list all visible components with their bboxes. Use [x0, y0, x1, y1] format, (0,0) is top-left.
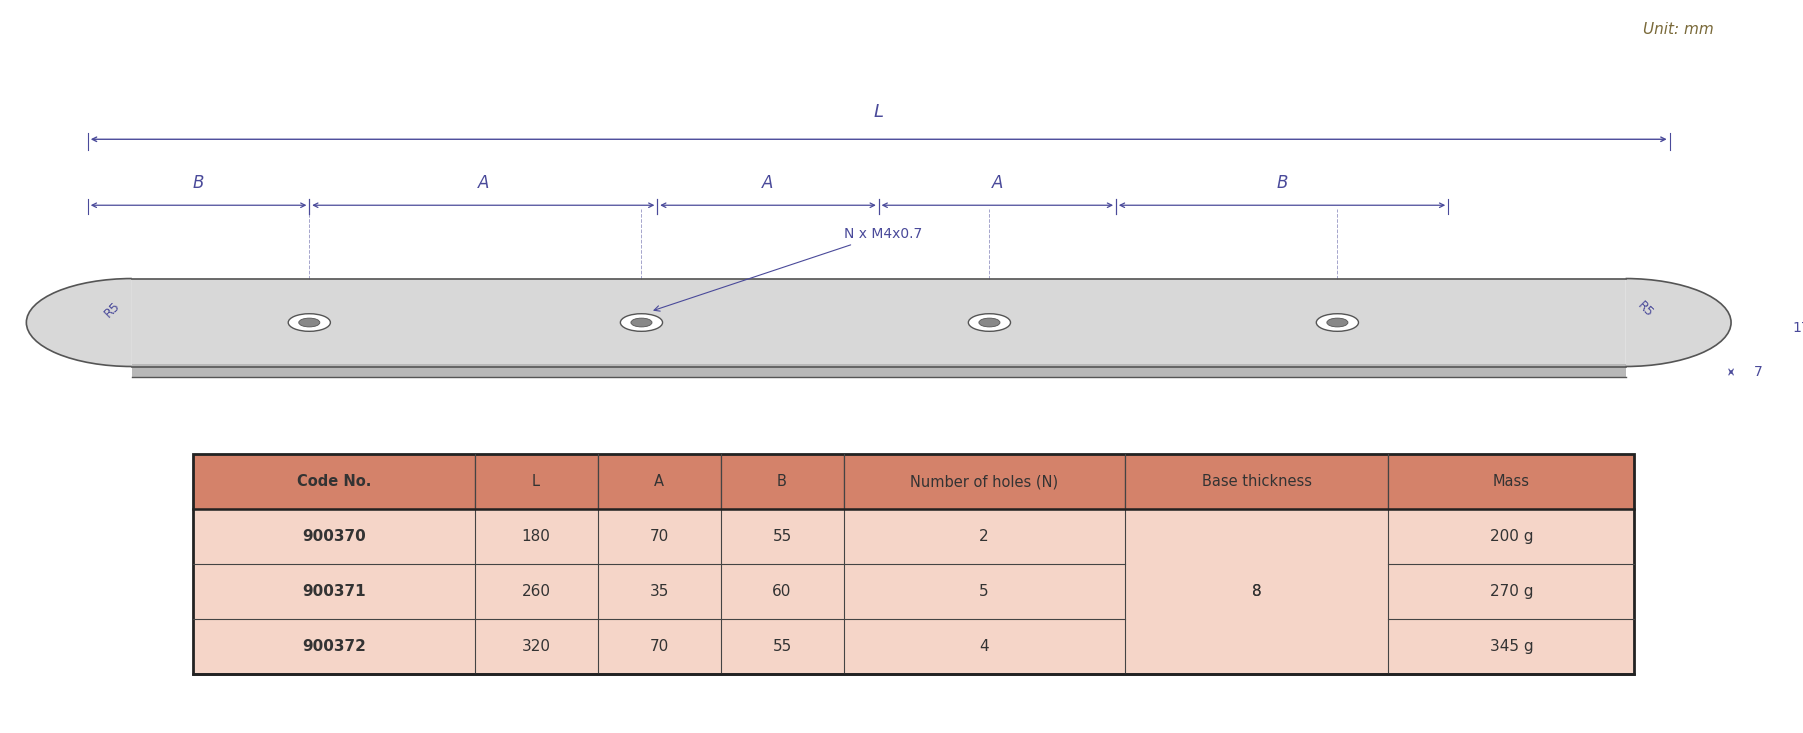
Bar [1388, 619, 1634, 674]
Text: N x M4x0.7: N x M4x0.7 [654, 227, 921, 311]
Bar [597, 454, 721, 509]
Bar [193, 619, 474, 674]
Circle shape [299, 318, 319, 327]
Circle shape [620, 314, 662, 331]
Text: 900370: 900370 [303, 529, 366, 545]
Text: 260: 260 [521, 584, 550, 600]
Bar [193, 454, 1634, 674]
Circle shape [968, 314, 1010, 331]
Text: Unit: mm: Unit: mm [1643, 22, 1713, 37]
Text: Mass: Mass [1493, 474, 1531, 490]
Bar [193, 564, 474, 619]
Bar [597, 619, 721, 674]
Text: R5: R5 [1635, 299, 1655, 320]
Bar [721, 454, 844, 509]
Text: R5: R5 [103, 299, 123, 320]
Bar [474, 454, 597, 509]
Text: A: A [763, 174, 773, 192]
Bar [844, 619, 1125, 674]
Text: 35: 35 [649, 584, 669, 600]
Bar [597, 564, 721, 619]
Bar [1388, 454, 1634, 509]
Text: B: B [1277, 174, 1287, 192]
Text: 70: 70 [649, 529, 669, 545]
Bar [474, 619, 597, 674]
Text: 180: 180 [521, 529, 550, 545]
Bar [1125, 454, 1388, 509]
Text: 900372: 900372 [301, 639, 366, 655]
Bar [844, 509, 1125, 564]
Bar [721, 509, 844, 564]
Bar [474, 509, 597, 564]
Bar [1388, 564, 1634, 619]
Circle shape [979, 318, 1001, 327]
Text: 200 g: 200 g [1489, 529, 1533, 545]
Bar [721, 619, 844, 674]
FancyBboxPatch shape [132, 279, 1626, 366]
Text: 70: 70 [649, 639, 669, 655]
Wedge shape [1626, 279, 1731, 366]
Text: 60: 60 [772, 584, 792, 600]
Text: 8: 8 [1251, 584, 1262, 600]
Circle shape [631, 318, 653, 327]
Text: 7: 7 [1754, 365, 1763, 379]
Text: 8: 8 [1251, 584, 1262, 600]
Text: 345 g: 345 g [1489, 639, 1533, 655]
Circle shape [1327, 318, 1349, 327]
Bar [1125, 564, 1388, 619]
Text: Base thickness: Base thickness [1201, 474, 1311, 490]
Bar [844, 454, 1125, 509]
Bar [193, 509, 474, 564]
Text: 2: 2 [979, 529, 990, 545]
Text: 900371: 900371 [303, 584, 366, 600]
Wedge shape [27, 279, 132, 366]
Text: 17: 17 [1792, 321, 1803, 335]
Circle shape [288, 314, 330, 331]
Circle shape [1316, 314, 1358, 331]
Text: Code No.: Code No. [297, 474, 371, 490]
Text: 4: 4 [979, 639, 990, 655]
Text: B: B [193, 174, 204, 192]
Text: L: L [532, 474, 541, 490]
Text: 270 g: 270 g [1489, 584, 1533, 600]
Text: L: L [874, 103, 883, 121]
Bar [597, 509, 721, 564]
Text: A: A [478, 174, 489, 192]
Bar [132, 364, 1626, 377]
Bar [193, 454, 474, 509]
Bar [1125, 509, 1388, 564]
Bar [844, 564, 1125, 619]
Text: 5: 5 [979, 584, 990, 600]
Text: 55: 55 [772, 639, 792, 655]
Bar [474, 564, 597, 619]
Text: B: B [777, 474, 786, 490]
Text: A: A [654, 474, 664, 490]
Text: Number of holes (N): Number of holes (N) [911, 474, 1058, 490]
Text: 320: 320 [521, 639, 550, 655]
Bar [721, 564, 844, 619]
Text: A: A [992, 174, 1002, 192]
Bar [1125, 619, 1388, 674]
Text: 55: 55 [772, 529, 792, 545]
Bar [1388, 509, 1634, 564]
